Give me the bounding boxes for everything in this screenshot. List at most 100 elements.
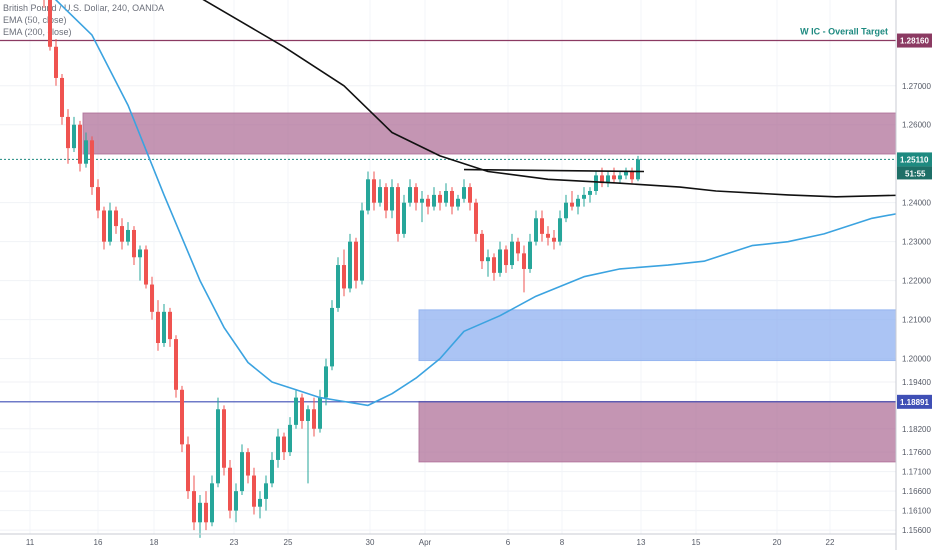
candle-body [330, 307, 334, 367]
price-axis[interactable]: 1.27000 1.26000 1.24000 1.23000 1.22000 1.210… [895, 0, 932, 550]
candle-body [378, 187, 382, 203]
candle-body [66, 116, 70, 149]
candle-body [138, 249, 142, 258]
candle-body [546, 233, 550, 238]
x-tick-label: 20 [773, 538, 782, 547]
candle-body [120, 226, 124, 242]
candle-body [480, 233, 484, 262]
candle-body [126, 229, 130, 242]
candle-body [492, 257, 496, 273]
support-price-tag [897, 394, 932, 409]
candle-body [618, 175, 622, 180]
y-tick-label: 1.22000 [902, 277, 931, 286]
candle-body [186, 444, 190, 492]
candle-body [456, 198, 460, 207]
candle-body [90, 140, 94, 188]
x-tick-label: 16 [94, 538, 103, 547]
y-tick-label: 1.27000 [902, 82, 931, 91]
candle-body [132, 229, 136, 258]
candle-body [612, 175, 616, 180]
y-tick-label: 1.24000 [902, 199, 931, 208]
candle-body [240, 452, 244, 492]
y-tick-label: 1.16100 [902, 507, 931, 516]
legend-symbol: British Pound / U.S. Dollar, 240, OANDA [3, 3, 165, 13]
candle-body [570, 202, 574, 207]
x-tick-label: 6 [506, 538, 511, 547]
candle-body [348, 241, 352, 289]
candle-body [228, 467, 232, 511]
y-tick-label: 1.19400 [902, 378, 931, 387]
y-tick-label: 1.20000 [902, 355, 931, 364]
x-tick-label: 15 [692, 538, 701, 547]
candle-body [300, 397, 304, 421]
upper-resistance-zone [82, 112, 932, 155]
candle-body [462, 187, 466, 199]
candle-body [552, 237, 556, 242]
candle-body [540, 218, 544, 234]
candle-body [342, 265, 346, 289]
y-tick-label: 1.17600 [902, 448, 931, 457]
lower-zone [418, 400, 932, 463]
candle-body [78, 124, 82, 164]
target-price-label: 1.28160 [900, 37, 929, 46]
x-tick-label: Apr [419, 538, 432, 547]
candle-body [288, 424, 292, 453]
candle-body [306, 409, 310, 421]
candle-body [318, 397, 322, 429]
candle-body [426, 198, 430, 207]
y-tick-label: 1.21000 [902, 316, 931, 325]
candle-body [594, 175, 598, 191]
candle-body [282, 436, 286, 453]
x-tick-label: 8 [560, 538, 565, 547]
last-price-tag [897, 152, 932, 167]
candle-body [510, 241, 514, 266]
candle-body [60, 77, 64, 117]
candle-body [366, 179, 370, 211]
legend: British Pound / U.S. Dollar, 240, OANDA … [3, 2, 164, 38]
x-tick-label: 13 [637, 538, 646, 547]
target-price-tag [897, 33, 932, 48]
neckline-trendline [463, 168, 645, 173]
candle-body [558, 218, 562, 242]
x-tick-label: 22 [826, 538, 835, 547]
candle-body [390, 187, 394, 211]
candle-body [168, 311, 172, 340]
candle-body [54, 46, 58, 78]
y-tick-label: 1.26000 [902, 121, 931, 130]
candle-body [108, 210, 112, 242]
candle-body [450, 190, 454, 207]
candle-body [294, 397, 298, 425]
ema50-line [54, 0, 915, 407]
y-tick-label: 1.15600 [902, 526, 931, 535]
candle-body [576, 198, 580, 207]
candle-body [516, 241, 520, 254]
candle-body [312, 409, 316, 429]
candle-body [486, 257, 490, 262]
candle-body [624, 171, 628, 176]
countdown-label: 51:55 [905, 169, 926, 178]
time-axis[interactable]: 11 16 18 23 25 30 Apr 6 8 13 15 20 22 [0, 533, 896, 547]
candle-body [468, 187, 472, 203]
x-tick-label: 25 [284, 538, 293, 547]
candle-body [96, 187, 100, 211]
candle-body [534, 218, 538, 242]
candle-body [588, 190, 592, 195]
candle-body [264, 483, 268, 499]
candle-body [384, 187, 388, 211]
candle-body [72, 124, 76, 149]
candle-body [522, 253, 526, 269]
candle-body [204, 502, 208, 523]
candle-body [162, 311, 166, 344]
support-price-label: 1.18891 [900, 398, 929, 407]
candle-body [474, 202, 478, 234]
demand-zone [418, 309, 932, 362]
candle-body [192, 491, 196, 523]
candle-body [150, 284, 154, 312]
candle-body [408, 187, 412, 203]
candle-body [606, 175, 610, 184]
candle-body [396, 187, 400, 234]
candle-body [438, 194, 442, 203]
candle-body [156, 311, 160, 344]
y-tick-label: 1.23000 [902, 238, 931, 247]
